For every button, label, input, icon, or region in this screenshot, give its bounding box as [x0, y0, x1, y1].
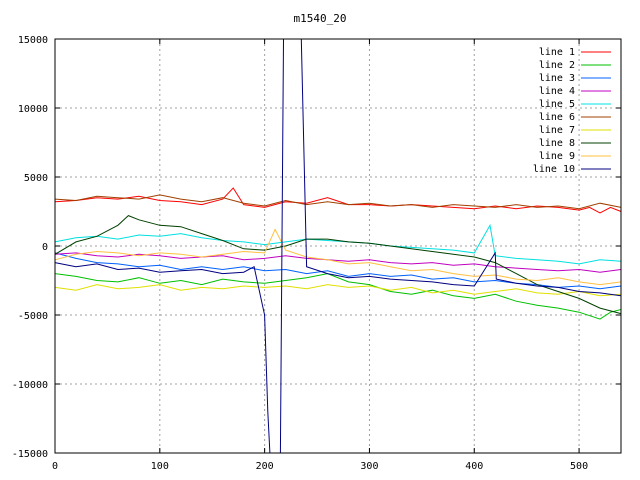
legend-label-7: line 7: [539, 125, 575, 136]
legend-label-1: line 1: [539, 47, 575, 58]
series-line-3: [54, 252, 622, 290]
legend-label-3: line 3: [539, 73, 575, 84]
y-tick-label-6: 15000: [18, 35, 48, 46]
legend-label-9: line 9: [539, 151, 575, 162]
series-line-1: [54, 187, 622, 214]
y-tick-label-4: 5000: [24, 173, 48, 184]
x-tick-label-4: 400: [465, 461, 483, 472]
axis-ticks: 0 100 200 300 400 500 -15000 -10000 -5000 0 5000 10…: [12, 35, 621, 472]
legend: line 1 line 2 line 3 line 4 line 5 line 6 line…: [533, 47, 611, 175]
x-tick-label-0: 0: [52, 461, 58, 472]
y-tick-label-2: -5000: [18, 311, 48, 322]
series-line-9: [54, 228, 622, 286]
x-tick-label-1: 100: [151, 461, 169, 472]
series-line-7: [54, 284, 622, 297]
y-tick-label-3: 0: [42, 242, 48, 253]
plot-area-border: [54, 38, 622, 454]
x-tick-label-3: 300: [360, 461, 378, 472]
y-tick-label-0: -15000: [12, 449, 48, 460]
y-tick-label-5: 10000: [18, 104, 48, 115]
legend-label-10: line 10: [533, 164, 575, 175]
legend-label-5: line 5: [539, 99, 575, 110]
grid: [55, 39, 621, 453]
series-line-8: [54, 215, 622, 315]
chart-title: m1540_20: [293, 12, 347, 25]
x-tick-label-2: 200: [256, 461, 274, 472]
legend-label-6: line 6: [539, 112, 575, 123]
y-tick-label-1: -10000: [12, 380, 48, 391]
series-line-4: [54, 252, 622, 273]
legend-label-4: line 4: [539, 86, 575, 97]
series-line-5: [54, 223, 622, 265]
x-tick-label-5: 500: [570, 461, 588, 472]
legend-label-8: line 8: [539, 138, 575, 149]
series-line-2: [54, 273, 622, 320]
legend-label-2: line 2: [539, 60, 575, 71]
series-line-6: [54, 194, 622, 210]
